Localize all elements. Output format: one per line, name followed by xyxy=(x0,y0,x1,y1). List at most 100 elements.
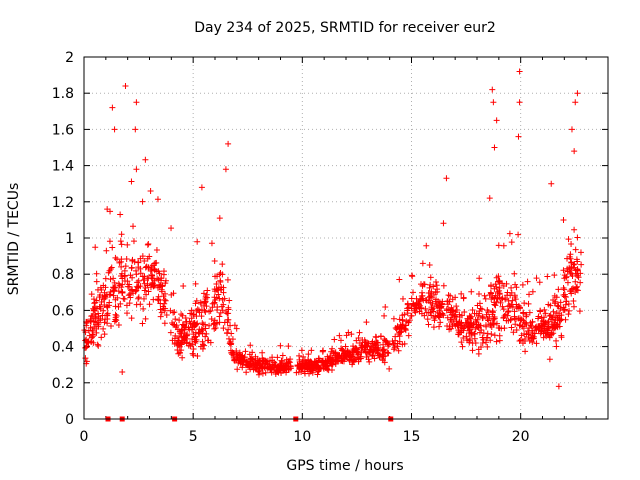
data-point xyxy=(401,340,408,347)
data-point xyxy=(296,365,303,372)
data-point xyxy=(505,297,512,304)
data-point xyxy=(389,338,396,345)
data-point xyxy=(87,318,94,325)
data-point xyxy=(135,259,142,266)
data-point xyxy=(219,296,226,303)
data-point xyxy=(160,293,167,300)
data-point xyxy=(130,238,137,245)
data-point xyxy=(194,306,201,313)
data-point xyxy=(554,302,561,309)
data-point xyxy=(104,206,111,213)
data-point xyxy=(402,327,409,334)
data-point xyxy=(382,303,389,310)
data-point xyxy=(391,341,398,348)
data-point xyxy=(516,338,523,345)
data-point xyxy=(187,310,194,317)
data-point xyxy=(155,268,162,275)
data-point xyxy=(521,336,528,343)
data-point xyxy=(229,349,236,356)
y-tick-label: 1.8 xyxy=(52,86,74,102)
data-point xyxy=(262,369,269,376)
data-point xyxy=(473,321,480,328)
data-point xyxy=(350,351,357,358)
data-point xyxy=(513,284,520,291)
data-point xyxy=(133,301,140,308)
data-point xyxy=(496,277,503,284)
data-point xyxy=(475,290,482,297)
data-point xyxy=(232,356,239,363)
data-point xyxy=(487,337,494,344)
data-point xyxy=(255,371,262,378)
data-point xyxy=(185,324,192,331)
data-point xyxy=(316,367,323,374)
data-point xyxy=(117,300,124,307)
data-point xyxy=(123,255,130,262)
data-point xyxy=(482,295,489,302)
data-point xyxy=(200,290,207,297)
data-point xyxy=(485,317,492,324)
data-point xyxy=(225,316,232,323)
data-point xyxy=(408,295,415,302)
data-point xyxy=(88,313,95,320)
data-point xyxy=(194,238,201,245)
data-point xyxy=(160,268,167,275)
data-point xyxy=(334,352,341,359)
data-point xyxy=(404,301,411,308)
data-point xyxy=(89,327,96,334)
data-point xyxy=(105,269,112,276)
data-point xyxy=(401,311,408,318)
data-point xyxy=(453,306,460,313)
data-point xyxy=(399,321,406,328)
data-point xyxy=(259,370,266,377)
data-point xyxy=(305,351,312,358)
data-point xyxy=(345,329,352,336)
data-point xyxy=(564,268,571,275)
data-point xyxy=(488,295,495,302)
data-point xyxy=(565,236,572,243)
data-point xyxy=(432,313,439,320)
data-point xyxy=(142,315,149,322)
data-point xyxy=(486,195,493,202)
data-point xyxy=(111,126,118,133)
y-axis-label: SRMTID / TECUs xyxy=(6,183,22,296)
data-point xyxy=(458,312,465,319)
data-point xyxy=(363,354,370,361)
data-point xyxy=(491,294,498,301)
data-point xyxy=(578,261,585,268)
data-point xyxy=(370,348,377,355)
data-point xyxy=(519,340,526,347)
data-point xyxy=(570,298,577,305)
data-point xyxy=(367,343,374,350)
data-point xyxy=(192,334,199,341)
data-point xyxy=(282,361,289,368)
data-point xyxy=(350,343,357,350)
data-point xyxy=(467,320,474,327)
data-point xyxy=(106,238,113,245)
data-point xyxy=(521,319,528,326)
data-point xyxy=(516,304,523,311)
data-point xyxy=(103,247,110,254)
data-point xyxy=(193,313,200,320)
data-point xyxy=(140,305,147,312)
data-point xyxy=(217,277,224,284)
x-axis-label: GPS time / hours xyxy=(286,458,403,474)
data-point xyxy=(483,339,490,346)
data-point xyxy=(98,334,105,341)
data-point xyxy=(307,358,314,365)
data-point xyxy=(420,297,427,304)
data-point xyxy=(112,284,119,291)
data-point xyxy=(539,325,546,332)
data-point xyxy=(92,244,99,251)
data-point xyxy=(405,304,412,311)
data-point xyxy=(94,341,101,348)
data-point xyxy=(269,357,276,364)
data-point xyxy=(551,319,558,326)
data-point xyxy=(254,355,261,362)
data-point xyxy=(431,314,438,321)
data-point xyxy=(357,353,364,360)
data-point xyxy=(91,300,98,307)
data-point xyxy=(190,322,197,329)
data-point xyxy=(475,312,482,319)
data-point xyxy=(405,332,412,339)
